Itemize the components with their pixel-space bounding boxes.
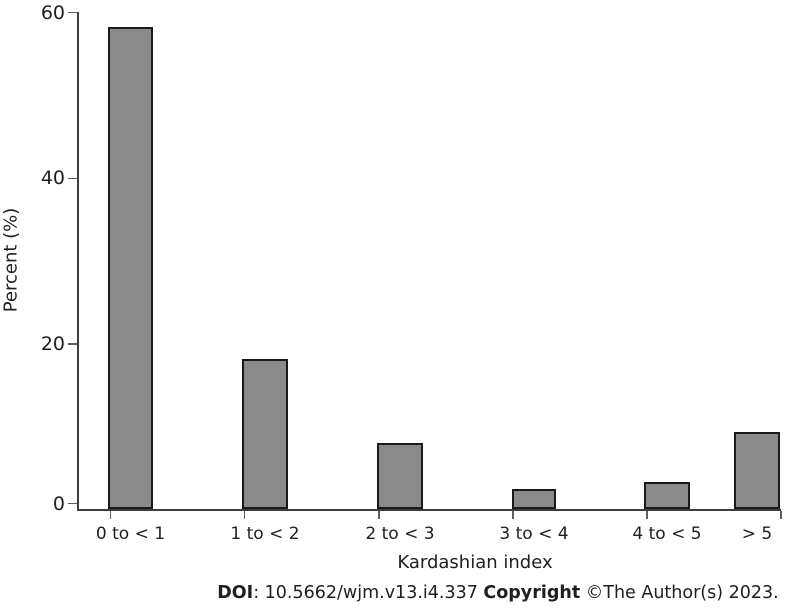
- x-tick: [780, 510, 782, 519]
- y-tick: [68, 177, 77, 180]
- x-axis-title: Kardashian index: [397, 552, 553, 573]
- y-axis-line: [77, 12, 79, 510]
- x-tick-label: 1 to < 2: [230, 524, 300, 544]
- y-tick-label: 60: [40, 1, 65, 24]
- bar: [734, 431, 780, 510]
- x-tick-label: 4 to < 5: [632, 524, 702, 544]
- x-tick-label: 2 to < 3: [365, 524, 435, 544]
- x-tick-label: 0 to < 1: [95, 524, 166, 544]
- y-axis-title: Percent (%): [0, 207, 22, 313]
- y-tick-label: 40: [40, 167, 65, 190]
- bar: [108, 26, 153, 510]
- y-tick: [68, 11, 77, 14]
- x-tick: [646, 510, 648, 519]
- x-tick-label: > 5: [741, 524, 773, 544]
- y-tick: [68, 343, 77, 345]
- copyright-label: Copyright: [483, 583, 581, 603]
- x-tick-label: 3 to < 4: [499, 524, 569, 544]
- x-tick: [243, 510, 246, 519]
- doi-label: DOI: [217, 583, 254, 603]
- x-tick: [512, 510, 514, 519]
- bar: [644, 482, 690, 510]
- y-tick-label: 0: [52, 492, 65, 515]
- doi-copyright-caption: DOI: 10.5662/wjm.v13.i4.337 Copyright ©T…: [217, 583, 778, 604]
- bar: [512, 488, 556, 510]
- doi-value: : 10.5662/wjm.v13.i4.337: [253, 583, 484, 603]
- x-tick: [378, 510, 380, 519]
- x-axis-line: [77, 509, 781, 511]
- y-tick: [68, 502, 77, 505]
- bar: [242, 358, 288, 510]
- x-tick: [109, 510, 112, 519]
- y-tick-label: 20: [40, 332, 65, 355]
- bar: [377, 443, 423, 510]
- copyright-value: ©The Author(s) 2023.: [580, 583, 779, 603]
